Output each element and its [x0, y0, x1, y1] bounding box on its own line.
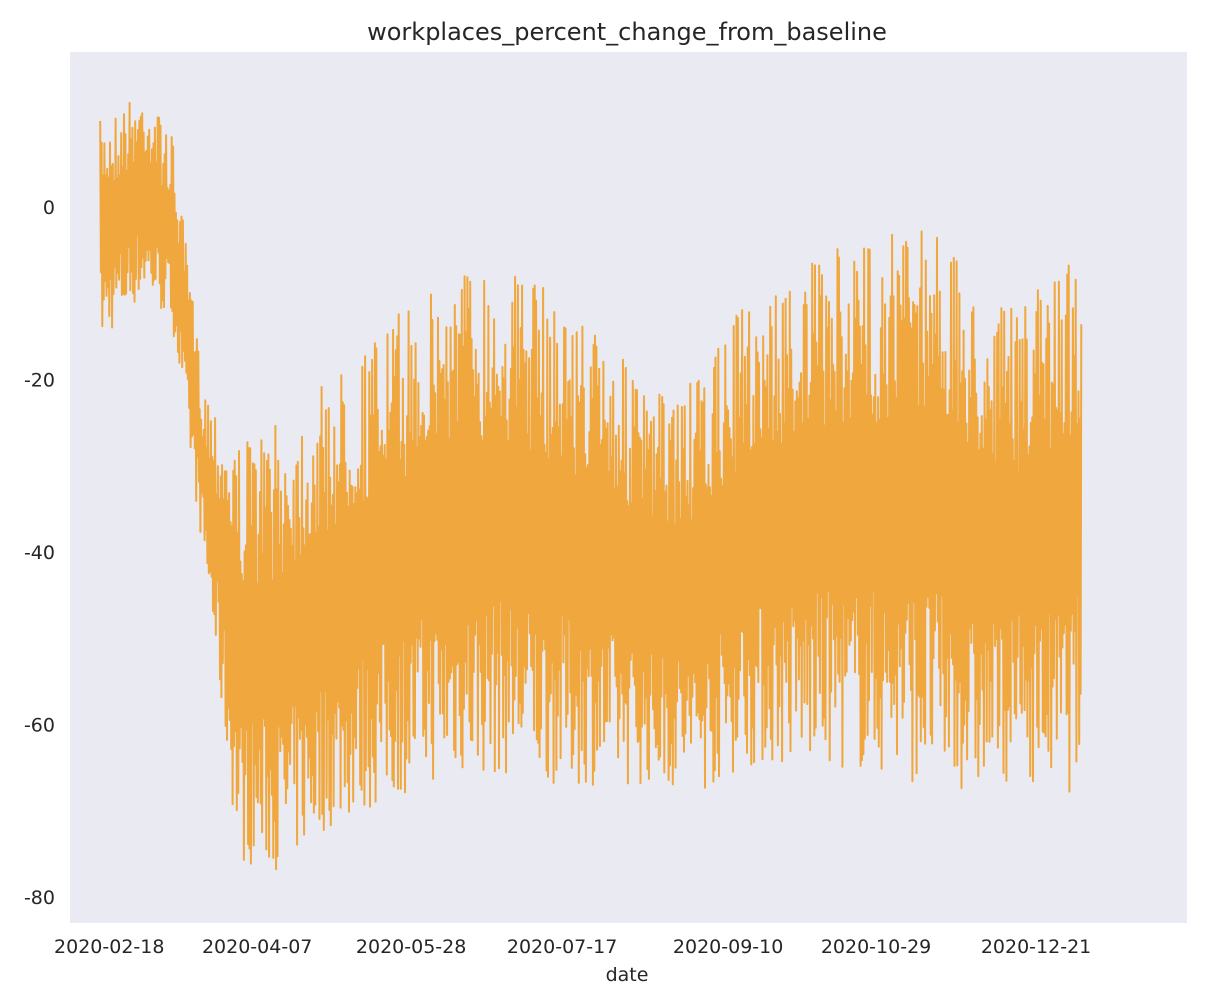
x-tick-label: 2020-07-17 — [507, 936, 617, 958]
series-layer — [99, 101, 1083, 871]
x-tick-label: 2020-10-29 — [821, 936, 931, 958]
y-tick-label: 0 — [43, 197, 55, 219]
x-axis-ticks: 2020-02-18 2020-04-07 2020-05-28 2020-07-17… — [54, 936, 1091, 958]
y-axis-ticks: 0 -20 -40 -60 -80 — [24, 197, 55, 909]
chart-title: workplaces_percent_change_from_baseline — [367, 18, 887, 46]
series-line-0 — [99, 101, 1083, 871]
x-tick-label: 2020-04-07 — [202, 936, 312, 958]
x-tick-label: 2020-09-10 — [673, 936, 783, 958]
x-tick-label: 2020-02-18 — [54, 936, 164, 958]
y-tick-label: -20 — [24, 370, 55, 392]
y-tick-label: -80 — [24, 887, 55, 909]
y-tick-label: -60 — [24, 715, 55, 737]
x-tick-label: 2020-05-28 — [356, 936, 466, 958]
x-axis-label: date — [606, 964, 649, 986]
y-tick-label: -40 — [24, 542, 55, 564]
x-tick-label: 2020-12-21 — [981, 936, 1091, 958]
